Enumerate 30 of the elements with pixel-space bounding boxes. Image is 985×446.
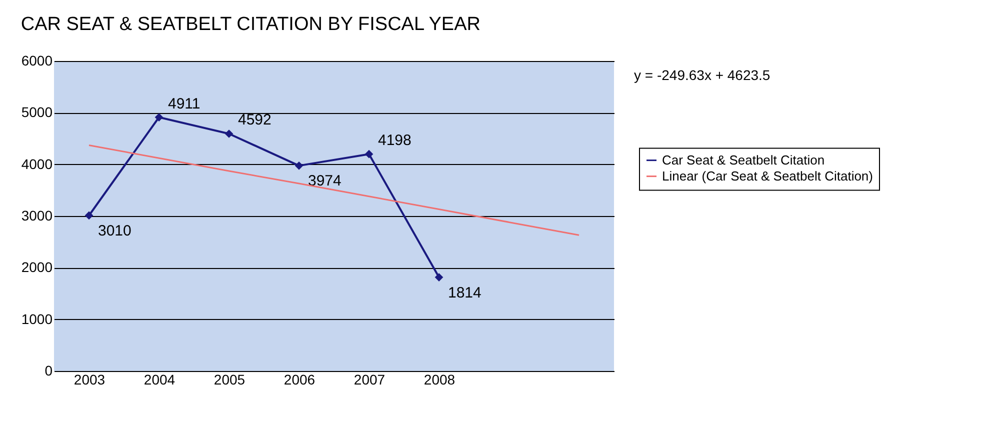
x-tick-label: 2005 xyxy=(214,372,246,388)
y-tick-label: 3000 xyxy=(21,208,53,224)
chart-title: CAR SEAT & SEATBELT CITATION BY FISCAL YEAR xyxy=(20,14,481,35)
point xyxy=(364,150,374,158)
x-tick-label: 2003 xyxy=(74,372,106,388)
point xyxy=(84,211,94,220)
data-label: 4198 xyxy=(378,132,412,150)
point xyxy=(294,161,304,170)
y-tick-label: 4000 xyxy=(21,156,53,172)
y-tick-label: 5000 xyxy=(21,104,53,120)
y-tick-label: 0 xyxy=(44,362,53,378)
point xyxy=(154,113,164,122)
y-tick-label: 6000 xyxy=(21,52,53,68)
legend-label: Car Seat & Seatbelt Citation xyxy=(662,152,825,168)
x-tick-label: 2006 xyxy=(284,372,316,388)
data-label: 1814 xyxy=(448,284,482,302)
point xyxy=(224,130,234,138)
line-series xyxy=(88,144,580,236)
x-tick-label: 2004 xyxy=(144,372,176,388)
y-tick-label: 1000 xyxy=(21,310,53,327)
data-label: 3010 xyxy=(98,222,132,240)
x-tick-label: 2008 xyxy=(424,372,456,388)
data-label: 4592 xyxy=(238,112,272,129)
legend-label: Linear (Car Seat & Seatbelt Citation) xyxy=(662,168,873,184)
point xyxy=(434,273,444,282)
data-label: 4911 xyxy=(168,95,200,112)
data-label: 3974 xyxy=(308,172,342,190)
x-tick-label: 2007 xyxy=(354,372,386,388)
text: y = -249.63x + 4623.5 xyxy=(634,67,770,83)
y-tick-label: 2000 xyxy=(21,259,53,276)
